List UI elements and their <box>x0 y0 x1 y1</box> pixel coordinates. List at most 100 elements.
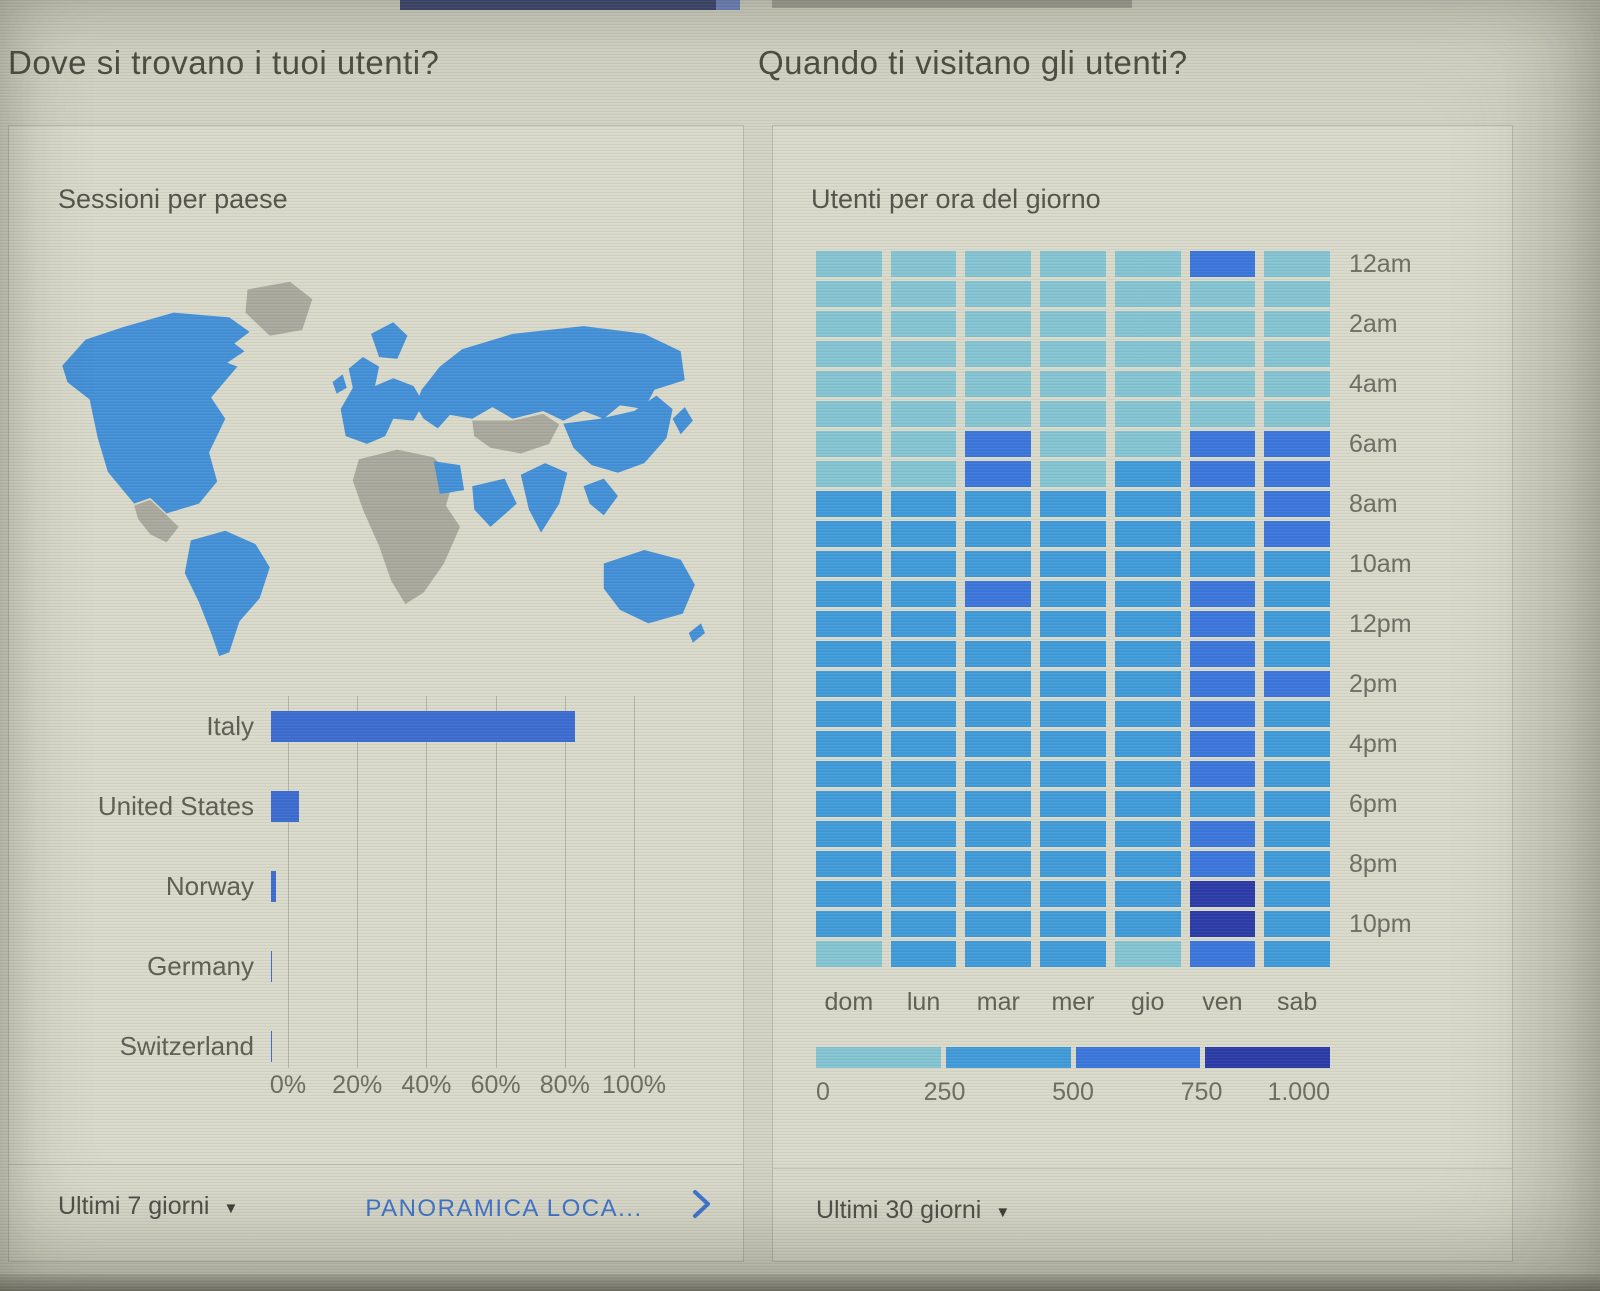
heatmap-cell <box>965 941 1032 967</box>
hour-label: 2pm <box>1349 670 1398 698</box>
date-range-label: Ultimi 7 giorni <box>58 1192 210 1220</box>
caret-down-icon: ▼ <box>995 1204 1011 1221</box>
heatmap-cell <box>1264 821 1330 847</box>
top-cropped-bar-gray <box>772 0 1132 8</box>
heatmap-cell <box>1189 671 1256 697</box>
heatmap-cell <box>965 851 1032 877</box>
sessions-by-country-card: Sessioni per paese Italy United States Nor… <box>8 125 744 1262</box>
date-range-selector-30-days[interactable]: Ultimi 30 giorni ▼ <box>816 1196 1010 1225</box>
map-region-japan <box>672 407 693 435</box>
heatmap-cell <box>890 311 957 337</box>
bar <box>271 711 576 742</box>
bar-track <box>271 766 617 846</box>
legend-segment <box>945 1047 1071 1068</box>
heatmap-cell <box>1040 821 1106 847</box>
heatmap-cell <box>1189 941 1256 967</box>
heatmap-cell <box>965 701 1032 727</box>
map-region-australia <box>603 549 695 624</box>
day-label: dom <box>824 988 874 1016</box>
heatmap-cell <box>1040 521 1106 547</box>
heatmap-color-legend <box>816 1047 1330 1068</box>
day-label: mer <box>1051 988 1095 1016</box>
card-footer: Ultimi 7 giorni ▼ PANORAMICA LOCA... <box>9 1168 743 1258</box>
gridline <box>357 696 359 1068</box>
heatmap-cell <box>965 521 1032 547</box>
heatmap-hour-labels: 12am 2am 4am 6am 8am 10am 12pm 2pm 4pm 6pm 8pm 10pm <box>1349 251 1499 967</box>
heatmap-cell <box>1114 881 1181 907</box>
x-axis-tick: 60% <box>470 1071 521 1099</box>
heatmap-cell <box>890 881 957 907</box>
heatmap-cell <box>890 371 957 397</box>
heatmap-cell <box>816 461 882 487</box>
legend-segment <box>1075 1047 1201 1068</box>
date-range-selector-7-days[interactable]: Ultimi 7 giorni ▼ <box>58 1192 238 1221</box>
heatmap-cell <box>890 791 957 817</box>
heatmap-cell <box>1114 401 1181 427</box>
heatmap-cell <box>1040 611 1106 637</box>
heatmap-cell <box>1114 791 1181 817</box>
bar <box>271 871 277 902</box>
map-region-southeast-asia <box>583 478 618 516</box>
heatmap-cell <box>816 431 882 457</box>
heatmap-cell <box>1114 761 1181 787</box>
heatmap-cell <box>1189 911 1256 937</box>
map-region-scandinavia <box>371 322 408 359</box>
heatmap-cell <box>890 821 957 847</box>
heatmap-cell <box>816 671 882 697</box>
heatmap-cell <box>965 911 1032 937</box>
bar-track <box>271 926 617 1006</box>
heatmap-cell <box>965 251 1032 277</box>
heatmap-cell <box>1189 371 1256 397</box>
heatmap-cell <box>816 821 882 847</box>
heatmap-cell <box>1189 461 1256 487</box>
heatmap-cell <box>965 791 1032 817</box>
heatmap-cell <box>890 851 957 877</box>
heatmap-cell <box>1264 311 1330 337</box>
heatmap-cell <box>1040 341 1106 367</box>
map-region-egypt <box>433 461 465 495</box>
hour-label: 6am <box>1349 430 1398 458</box>
heatmap-cell <box>1040 881 1106 907</box>
heatmap-cell <box>816 791 882 817</box>
heatmap-cell <box>1040 641 1106 667</box>
heatmap-cell <box>1189 701 1256 727</box>
heatmap-cell <box>1114 311 1181 337</box>
bar-chart-x-axis: 0% 20% 40% 60% 80% 100% <box>270 1071 666 1099</box>
heatmap-cell <box>1264 491 1330 517</box>
heatmap-cell <box>1264 401 1330 427</box>
heatmap-cell <box>890 551 957 577</box>
x-axis-tick: 0% <box>269 1071 307 1099</box>
users-by-hour-card: Utenti per ora del giorno 12am 2am 4am 6am 8… <box>772 125 1513 1262</box>
bar <box>271 791 299 822</box>
heatmap-cell <box>1189 281 1256 307</box>
heatmap-cell <box>1114 671 1181 697</box>
heatmap-cell <box>1264 611 1330 637</box>
heatmap-cell <box>1264 281 1330 307</box>
heatmap-cell <box>816 551 882 577</box>
heatmap-cell <box>1189 641 1256 667</box>
map-region-mexico <box>134 499 179 543</box>
heatmap-cell <box>965 581 1032 607</box>
heatmap-cell <box>965 731 1032 757</box>
legend-tick: 1.000 <box>1267 1078 1330 1106</box>
location-overview-link[interactable]: PANORAMICA LOCA... <box>365 1195 643 1222</box>
hour-label: 4pm <box>1349 730 1398 758</box>
heatmap-cell <box>1040 701 1106 727</box>
heatmap-cell <box>890 431 957 457</box>
hour-label: 2am <box>1349 310 1398 338</box>
card-footer-divider <box>9 1164 743 1165</box>
chevron-right-icon[interactable] <box>691 1188 713 1225</box>
heatmap-cell <box>1114 371 1181 397</box>
heatmap-cell <box>816 281 882 307</box>
heatmap-cell <box>890 341 957 367</box>
gridline <box>426 696 428 1068</box>
heatmap-cell <box>965 821 1032 847</box>
heatmap-cell <box>1264 731 1330 757</box>
section-title-where-users: Dove si trovano i tuoi utenti? <box>8 44 440 81</box>
heatmap-cell <box>1189 611 1256 637</box>
heatmap-cell <box>1264 941 1330 967</box>
heatmap-cell <box>1040 401 1106 427</box>
heatmap-cell <box>1189 251 1256 277</box>
country-label: Switzerland <box>119 1030 254 1061</box>
date-range-label: Ultimi 30 giorni <box>816 1196 982 1224</box>
